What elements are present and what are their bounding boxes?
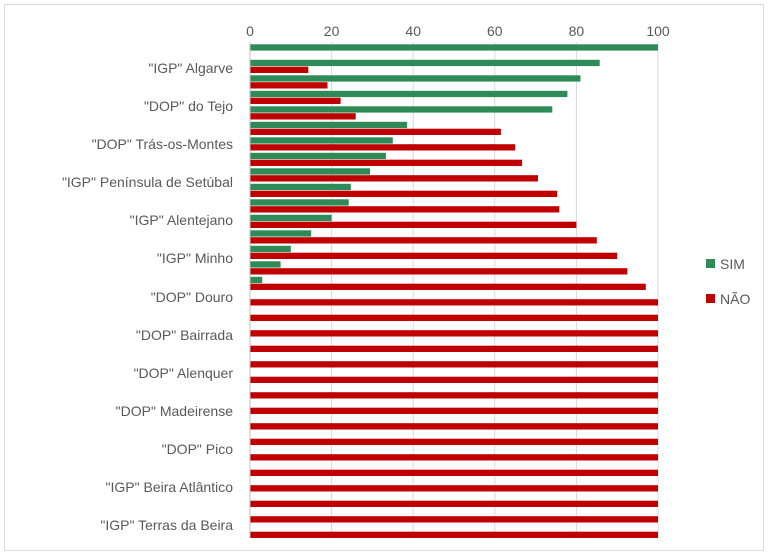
category-label: "IGP" Minho [157,250,233,266]
legend-label: NÃO [720,291,750,307]
bar-sim [250,199,349,206]
bar-sim [250,183,351,191]
x-tick-label: 60 [487,23,503,39]
legend-swatch [706,259,715,268]
bar-no [250,144,516,151]
bar-sim [250,245,291,253]
bar-sim [250,90,568,98]
x-tick-label: 20 [324,23,340,39]
bar-no [250,82,328,89]
bar-no [250,407,658,414]
bar-sim [250,214,332,222]
bar-no [250,485,658,492]
bar-sim [250,230,312,237]
bar-no [250,283,646,290]
bar-no [250,330,658,337]
bar-no [250,531,658,538]
bar-no [250,252,618,259]
bar-no [250,128,501,135]
category-label: "DOP" Pico [162,441,234,457]
category-label: "IGP" Beira Atlântico [106,479,234,495]
bar-sim [250,59,600,67]
bar-no [250,221,577,228]
bar-no [250,376,658,383]
bar-no [250,361,658,368]
bar-no [250,423,658,430]
bar-no [250,314,658,321]
bar-sim [250,75,581,82]
bar-no [250,175,538,182]
x-tick-label: 80 [569,23,585,39]
bar-sim [250,152,386,160]
bar-no [250,159,523,166]
bar-no [250,469,658,476]
bar-no [250,190,558,197]
bar-no [250,299,658,306]
category-label: "IGP" Terras da Beira [100,517,233,533]
bar-no [250,237,597,244]
category-label: "IGP" Algarve [148,60,233,76]
bar-no [250,454,658,461]
category-label: "DOP" Alenquer [134,365,234,381]
bar-no [250,516,658,523]
category-label: "DOP" Douro [151,289,234,305]
bar-sim [250,121,408,129]
x-tick-label: 100 [646,23,670,39]
bar-sim [250,276,263,284]
bar-no [250,392,658,399]
category-label: "IGP" Península de Setúbal [62,174,233,190]
x-tick-label: 0 [246,23,254,39]
category-label: "DOP" Madeirense [116,403,234,419]
category-label: "DOP" Trás-os-Montes [92,136,233,152]
bar-no [250,438,658,445]
bar-no [250,500,658,507]
legend-label: SIM [720,256,745,272]
legend-swatch [706,294,715,303]
bar-no [250,206,560,213]
bar-no [250,268,628,275]
category-label: "DOP" Bairrada [136,327,233,343]
bar-sim [250,44,658,51]
x-tick-label: 40 [405,23,421,39]
bar-no [250,97,341,104]
bar-no [250,113,356,120]
bar-sim [250,137,393,144]
bar-no [250,66,309,73]
bar-sim [250,261,281,268]
category-label: "IGP" Alentejano [130,212,234,228]
bar-sim [250,106,553,113]
category-label: "DOP" do Tejo [144,98,233,114]
bar-no [250,345,658,352]
bar-sim [250,168,370,175]
